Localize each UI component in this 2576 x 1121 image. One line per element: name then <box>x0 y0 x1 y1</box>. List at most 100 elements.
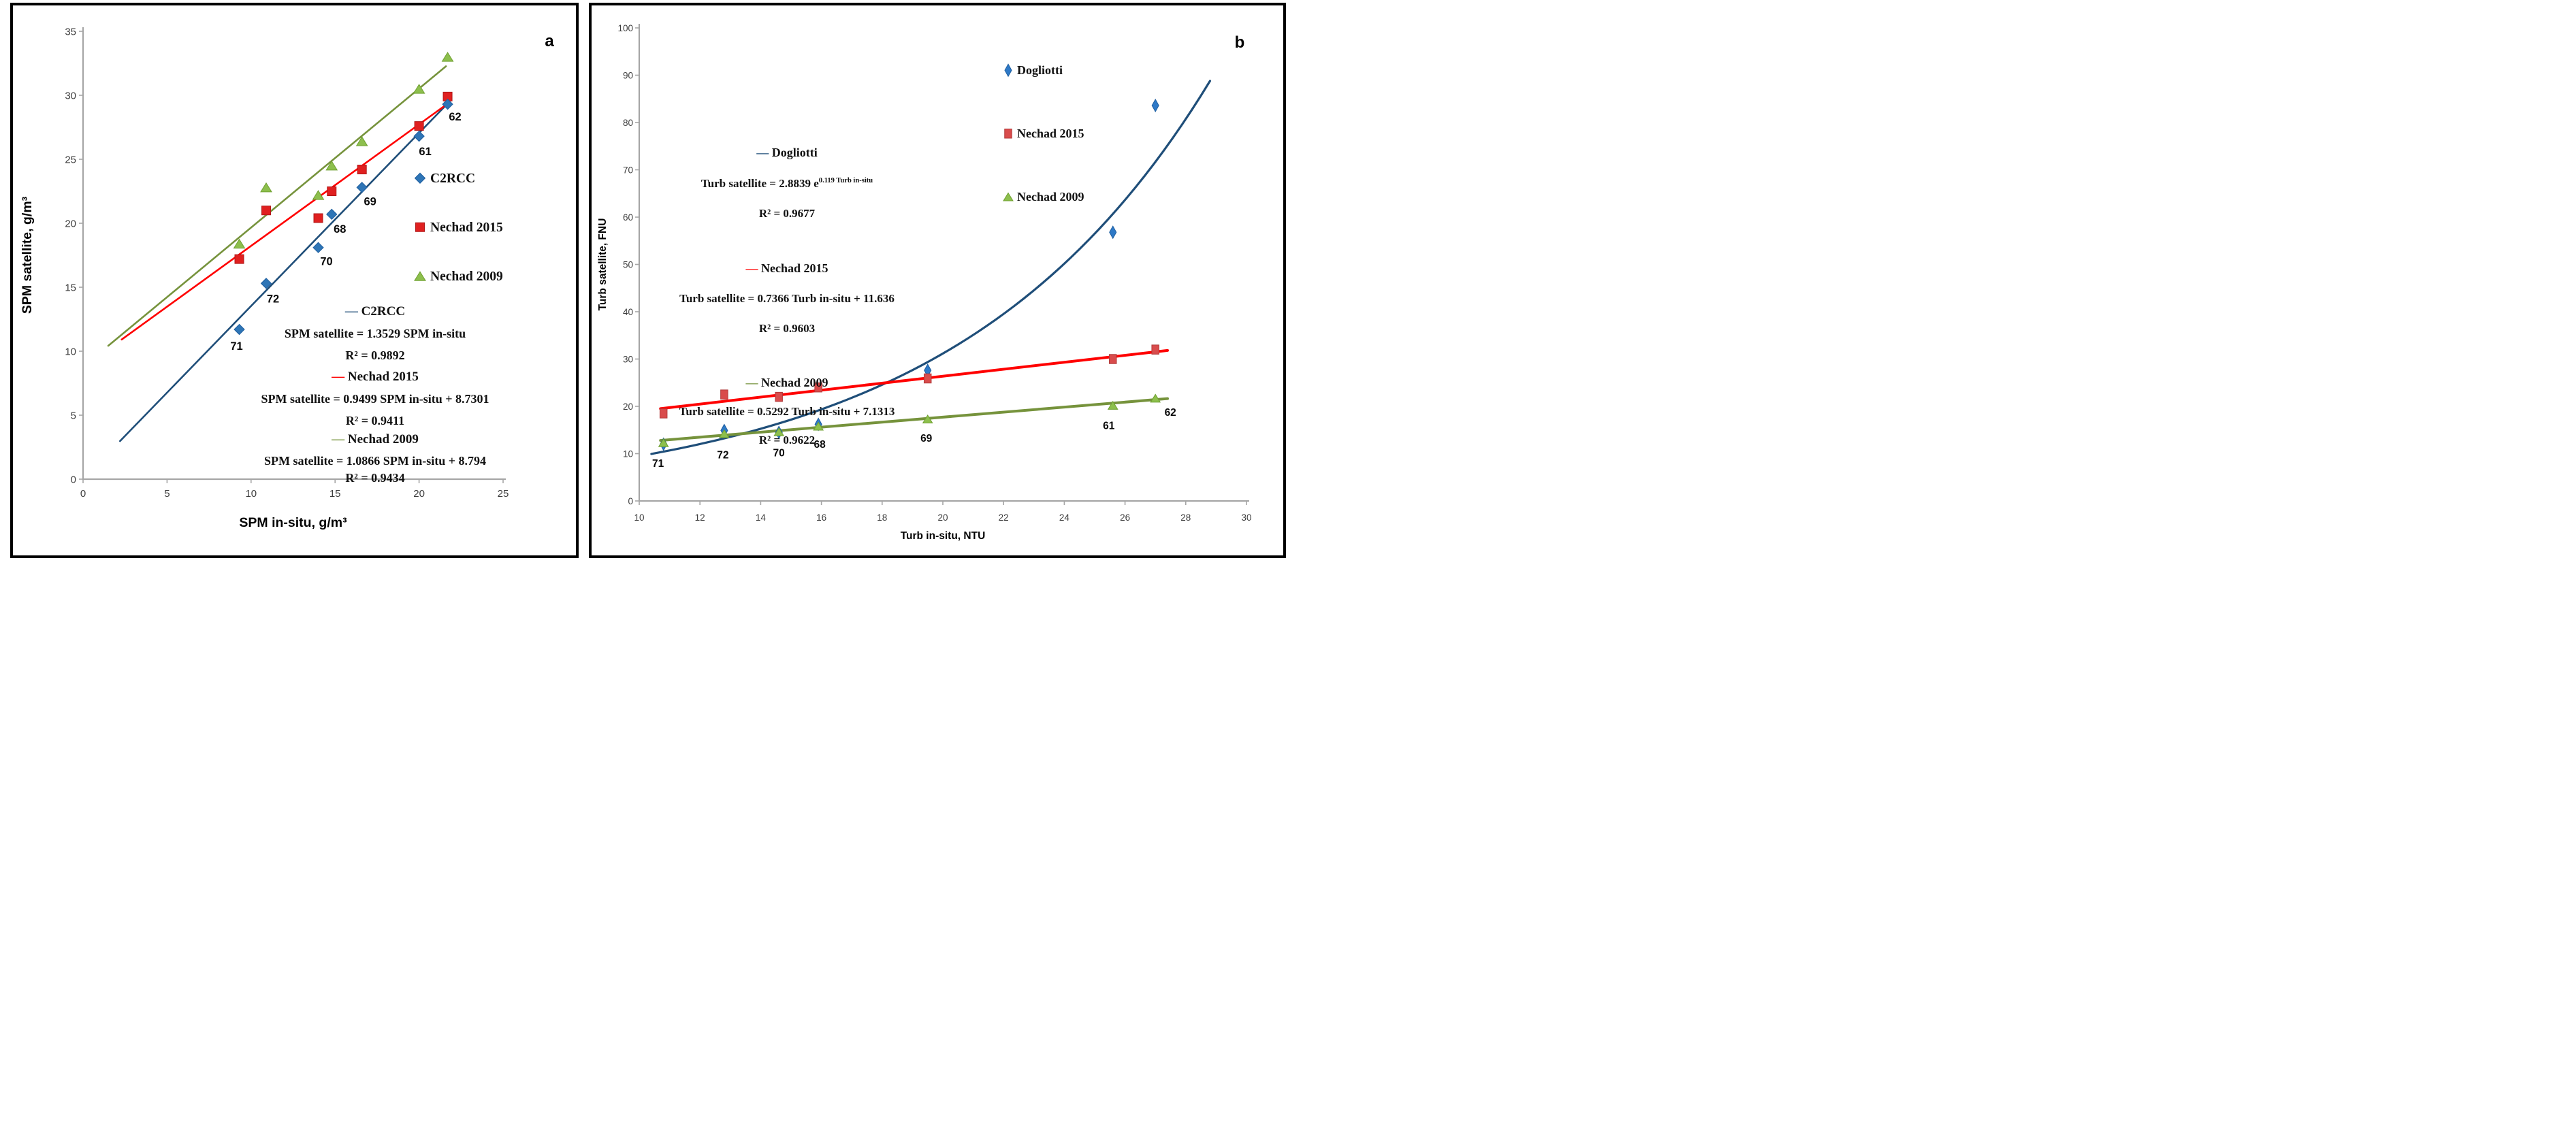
series-nechad-2009 <box>233 52 454 249</box>
y-tick-label: 15 <box>65 282 76 293</box>
station-label: 71 <box>652 458 664 470</box>
panel-a-chart: 0 5 10 15 20 25 0 5 10 15 20 25 30 35 SPM in-situ, g/m… <box>20 26 554 530</box>
y-tick-label: 90 <box>623 70 633 80</box>
station-label: 70 <box>773 448 785 459</box>
legend-label: Nechad 2009 <box>430 270 503 284</box>
y-axis-title: Turb satellite, FNU <box>597 218 609 311</box>
station-label: 69 <box>364 195 376 208</box>
diamond-marker <box>1109 225 1117 240</box>
station-label: 69 <box>920 433 933 444</box>
trendline-nechad-2015 <box>659 348 1170 410</box>
station-label: 61 <box>1103 421 1115 432</box>
y-tick-label: 50 <box>623 259 633 270</box>
square-marker <box>775 391 783 402</box>
diamond-legend-icon <box>414 172 426 184</box>
diamond-marker <box>1151 98 1159 113</box>
y-tick-label: 30 <box>623 354 633 364</box>
panel-a: 0 5 10 15 20 25 0 5 10 15 20 25 30 35 SPM in-situ, g/m… <box>10 3 579 558</box>
panel-letter: b <box>1235 33 1245 52</box>
legend-label: Nechad 2015 <box>1017 127 1084 140</box>
legend-label: Nechad 2009 <box>1017 190 1084 204</box>
trendlines <box>650 80 1212 455</box>
station-labels: 71 72 70 68 69 61 62 <box>652 407 1176 470</box>
square-marker <box>923 373 932 384</box>
diamond-legend-icon <box>1004 63 1012 78</box>
x-tick-label: 10 <box>634 513 644 523</box>
equation-r-squared: R² = 0.9434 <box>345 471 404 485</box>
y-tick-label: 10 <box>65 346 76 357</box>
triangle-marker <box>413 84 425 94</box>
diamond-marker <box>326 208 338 221</box>
station-label: 70 <box>320 256 332 268</box>
trendline-c2rcc <box>118 102 449 442</box>
legend: C2RCC Nechad 2015 Nechad 2009 <box>414 172 503 284</box>
triangle-marker <box>922 415 933 424</box>
square-marker <box>357 165 367 175</box>
triangle-marker <box>658 438 669 447</box>
y-tick-label: 60 <box>623 212 633 223</box>
y-tick-label: 70 <box>623 165 633 175</box>
x-tick-label: 20 <box>937 513 948 523</box>
station-label: 68 <box>334 223 346 235</box>
x-tick-label: 25 <box>498 488 509 500</box>
y-tick-label: 30 <box>65 90 76 101</box>
equation-formula: SPM satellite = 0.9499 SPM in-situ + 8.7… <box>261 392 489 406</box>
diamond-marker <box>312 242 324 253</box>
diamond-marker <box>260 278 272 289</box>
square-marker <box>659 408 668 419</box>
y-tick-label: 35 <box>65 26 76 37</box>
series-nechad-2009 <box>658 393 1161 447</box>
x-tick-label: 0 <box>80 488 86 500</box>
station-label: 61 <box>419 146 431 158</box>
triangle-marker <box>1107 400 1118 410</box>
triangle-marker <box>718 429 730 438</box>
y-tick-label: 25 <box>65 154 76 165</box>
x-tick-label: 24 <box>1059 513 1070 523</box>
square-legend-icon <box>415 222 425 232</box>
x-axis-title: SPM in-situ, g/m³ <box>239 515 347 530</box>
triangle-legend-icon <box>414 271 426 281</box>
triangle-marker <box>1150 393 1161 403</box>
legend-label: Nechad 2015 <box>430 221 503 235</box>
triangle-legend-icon <box>1003 192 1014 201</box>
two-panel-scatter-figure: 0 5 10 15 20 25 0 5 10 15 20 25 30 35 SPM in-situ, g/m… <box>0 0 1288 561</box>
y-tick-label: 20 <box>65 218 76 229</box>
equation-formula: Turb satellite = 0.7366 Turb in-situ + 1… <box>679 292 895 305</box>
diamond-marker <box>442 98 453 110</box>
x-axis-title: Turb in-situ, NTU <box>901 530 986 542</box>
legend: Dogliotti Nechad 2015 Nechad 2009 <box>1003 63 1084 204</box>
triangle-marker <box>441 52 454 62</box>
trendline-nechad-2009 <box>107 65 447 347</box>
panel-letter: a <box>545 32 554 50</box>
station-label: 71 <box>230 340 242 353</box>
equation-formula: SPM satellite = 1.0866 SPM in-situ + 8.7… <box>264 454 486 468</box>
y-tick-label: 40 <box>623 307 633 317</box>
axes: 10 12 14 16 18 20 22 24 26 28 30010203040506070809… <box>617 23 1251 523</box>
x-tick-label: 26 <box>1120 513 1130 523</box>
series-dogliotti <box>660 98 1159 451</box>
triangle-marker <box>773 427 785 436</box>
equation-block-nechad-2015: — Nechad 2015 Turb satellite = 0.7366 Tur… <box>679 261 895 335</box>
axes: 0 5 10 15 20 25 0 5 10 15 20 25 30 35 <box>65 26 509 500</box>
equation-series-name: — C2RCC <box>344 304 405 319</box>
square-marker <box>414 121 424 131</box>
triangle-marker <box>312 190 325 200</box>
panel-b: 10 12 14 16 18 20 22 24 26 28 30 0 10 20 30 40 50 60 70 80 9… <box>589 3 1286 558</box>
equation-formula: Turb satellite = 0.5292 Turb in-situ + 7… <box>679 405 895 418</box>
series-c2rcc <box>234 98 453 336</box>
panel-b-chart: 10 12 14 16 18 20 22 24 26 28 30010203040506070809… <box>597 23 1252 542</box>
station-label: 72 <box>267 293 279 305</box>
square-marker <box>720 389 728 400</box>
square-marker <box>313 213 323 223</box>
trendline-nechad-2009 <box>659 397 1170 442</box>
trendline-dogliotti <box>650 80 1212 455</box>
equation-block-nechad-2009: — Nechad 2009 SPM satellite = 1.0866 SPM … <box>264 432 486 485</box>
equation-block-nechad-2015: — Nechad 2015 SPM satellite = 0.9499 SPM … <box>261 370 489 427</box>
diamond-marker <box>234 323 245 336</box>
x-tick-label: 28 <box>1180 513 1191 523</box>
equation-series-name: — Nechad 2009 <box>745 376 828 389</box>
equation-formula: SPM satellite = 1.3529 SPM in-situ <box>285 327 466 340</box>
x-tick-label: 30 <box>1241 513 1251 523</box>
x-tick-label: 15 <box>329 488 341 500</box>
trendline-nechad-2015 <box>120 103 449 341</box>
